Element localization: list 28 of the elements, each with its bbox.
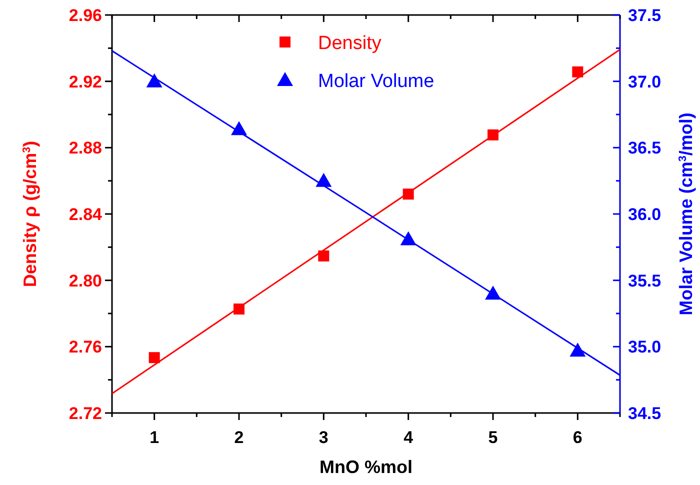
y-tick-label: 2.96 xyxy=(68,6,102,25)
x-tick-label: 2 xyxy=(234,428,244,447)
x-axis-title: MnO %mol xyxy=(320,457,412,477)
x-tick-label: 4 xyxy=(404,428,414,447)
point xyxy=(148,352,160,364)
y-tick-label: 2.84 xyxy=(68,205,103,224)
y2-tick-label: 34.5 xyxy=(628,404,662,423)
x-tick-label: 6 xyxy=(572,428,582,447)
y-tick-label: 2.76 xyxy=(68,338,102,357)
x-tick-label: 3 xyxy=(318,428,328,447)
y2-tick-label: 35.5 xyxy=(628,271,662,290)
y-tick-label: 2.72 xyxy=(68,404,102,423)
y2-tick-label: 36.0 xyxy=(628,205,662,224)
point xyxy=(146,73,162,88)
y-tick-label: 2.88 xyxy=(68,138,102,158)
y2-tick-label: 37.0 xyxy=(628,72,662,92)
y-tick-label: 2.92 xyxy=(68,72,102,92)
legend-label: Density xyxy=(318,33,382,54)
point xyxy=(572,66,584,78)
y-tick-label: 2.80 xyxy=(68,271,102,290)
point xyxy=(318,250,330,262)
x-tick-label: 1 xyxy=(150,428,160,447)
y2-tick-label: 36.5 xyxy=(628,138,662,158)
x-tick-label: 5 xyxy=(488,428,498,447)
y2-tick-label: 37.5 xyxy=(628,6,662,25)
y2-tick-label: 35.0 xyxy=(628,338,662,357)
legend-label: Molar Volume xyxy=(318,71,434,92)
point xyxy=(316,172,332,187)
